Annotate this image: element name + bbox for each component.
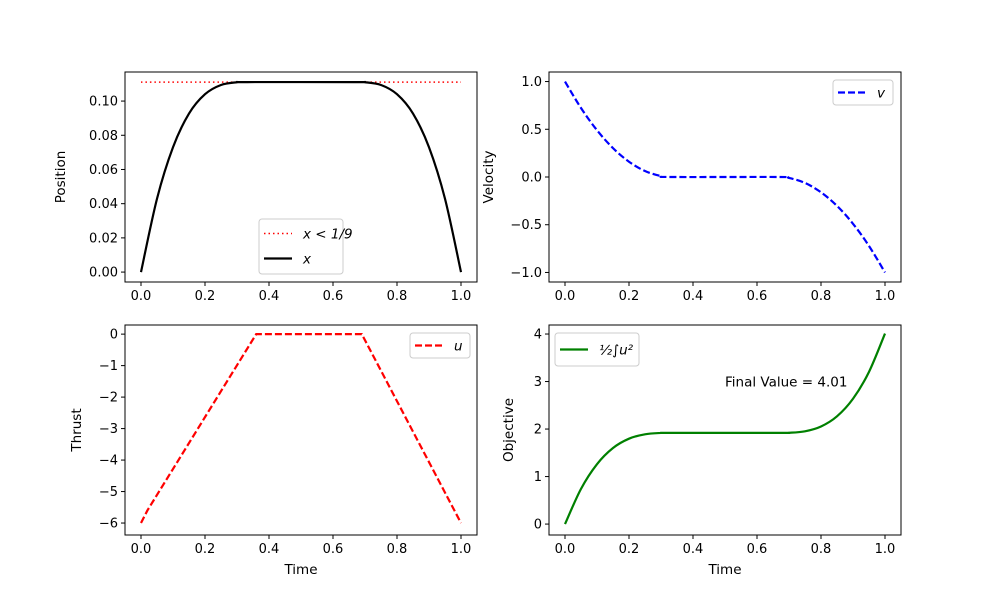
x-tick-label: 0.2 [195,542,216,557]
legend-frame [258,218,344,275]
y-tick-label: 0.10 [89,95,118,110]
legend: u [409,332,471,359]
y-axis-label: Objective [501,398,517,462]
x-tick-label: 0.0 [555,542,576,557]
legend: x < 1/9 x [258,218,353,275]
y-tick-label: 1 [534,470,542,485]
legend-label-0: ½∫u² [599,343,634,359]
x-tick-label: 0.4 [683,289,704,304]
x-tick-label: 1.0 [451,289,472,304]
y-tick-label: 0.0 [521,171,542,186]
x-tick-label: 0.6 [323,289,344,304]
x-tick-label: 1.0 [451,542,472,557]
y-tick-label: 0.06 [89,163,118,178]
x-tick-label: 0.8 [811,289,832,304]
series-line-1 [139,80,463,273]
x-tick-label: 0.4 [683,542,704,557]
y-tick-label: 0.04 [89,197,118,212]
legend: v [832,79,894,106]
y-tick-label: −3 [99,422,118,437]
x-tick-label: 0.6 [747,542,768,557]
legend-frame [554,332,640,367]
x-tick-label: 0.4 [259,542,280,557]
legend-label-0: u [454,339,463,355]
y-tick-label: −0.5 [510,218,542,233]
axes-frame [124,71,478,283]
y-tick-label: 0 [534,518,542,533]
y-tick-label: 0.02 [89,231,118,246]
x-tick-label: 0.6 [747,289,768,304]
x-tick-label: 0.8 [387,542,408,557]
legend: ½∫u² [554,332,640,367]
x-tick-label: 0.0 [131,542,152,557]
x-tick-label: 1.0 [875,542,896,557]
series-line-0 [563,333,887,525]
y-tick-label: 4 [534,328,542,343]
annotation-final-value: Final Value = 4.01 [725,375,847,391]
legend-label-0: x < 1/9 [302,227,353,243]
y-tick-label: −6 [99,517,118,532]
legend-label-1: x [302,252,312,268]
legend-label-0: v [877,86,886,102]
subplot-2: 0.0 0.2 0.4 0.6 0.8 1.0 −1.0 −0.5 0.0 0.5 1.0 Veloc… [481,71,902,304]
x-tick-label: 0.8 [811,542,832,557]
x-tick-label: 0.2 [619,289,640,304]
x-tick-label: 0.2 [195,289,216,304]
y-tick-label: −5 [99,485,118,500]
axes-frame [548,324,902,536]
y-axis-label: Velocity [481,151,497,204]
y-tick-label: −1.0 [510,266,542,281]
x-tick-label: 0.0 [555,289,576,304]
y-tick-label: −4 [99,454,118,469]
subplot-4: 0.0 0.2 0.4 0.6 0.8 1.0 0 1 2 3 4 Objective Time Fina… [501,324,902,578]
subplot-3: 0.0 0.2 0.4 0.6 0.8 1.0 −6 −5 −4 −3 −2 −1 0 Thrust Tim… [69,324,478,578]
y-tick-label: 0.5 [521,123,542,138]
x-tick-label: 1.0 [875,289,896,304]
y-tick-label: −2 [99,391,118,406]
series-line-0 [564,80,886,274]
x-tick-label: 0.2 [619,542,640,557]
axes-frame [124,324,478,536]
x-axis-label: Time [283,562,317,578]
y-axis-label: Position [53,151,69,204]
y-tick-label: 0.00 [89,266,118,281]
y-axis-label: Thrust [69,408,85,452]
x-tick-label: 0.0 [131,289,152,304]
y-tick-label: −1 [99,359,118,374]
x-tick-label: 0.8 [387,289,408,304]
x-tick-label: 0.4 [259,289,280,304]
y-tick-label: 1.0 [521,75,542,90]
y-tick-label: 3 [534,375,542,390]
y-tick-label: 0 [110,328,118,343]
x-axis-label: Time [707,562,741,578]
series-line-0 [140,333,462,524]
y-tick-label: 0.08 [89,129,118,144]
subplot-1: 0.0 0.2 0.4 0.6 0.8 1.0 0.00 0.02 0.04 0.06 0.08 0.… [53,71,478,304]
y-tick-label: 2 [534,423,542,438]
x-tick-label: 0.6 [323,542,344,557]
